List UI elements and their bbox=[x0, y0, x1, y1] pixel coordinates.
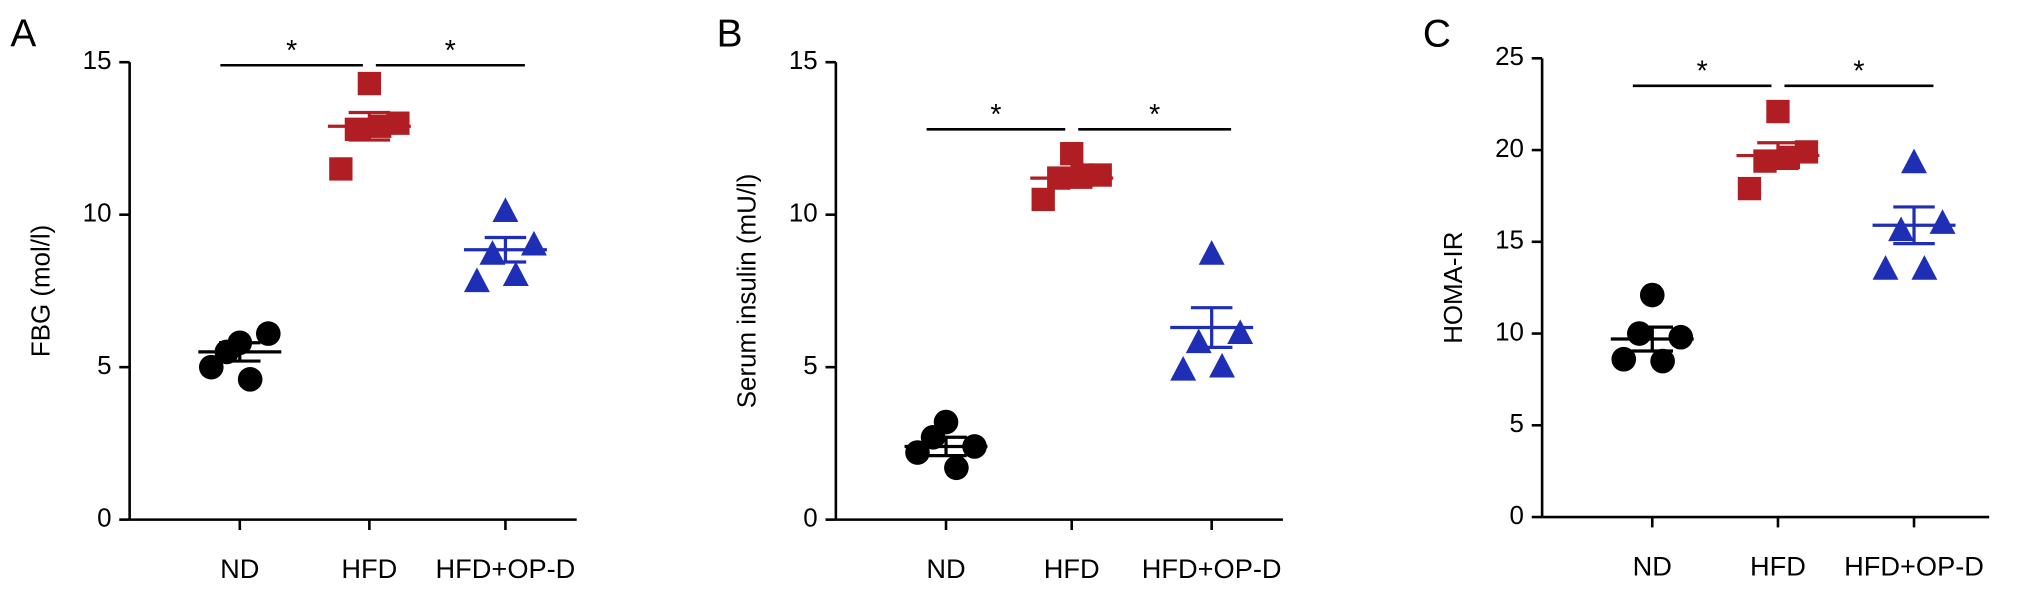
data-point bbox=[1209, 352, 1235, 378]
data-point bbox=[386, 111, 410, 135]
y-tick-label: 5 bbox=[803, 352, 817, 380]
data-point bbox=[1668, 324, 1694, 350]
data-point bbox=[502, 261, 529, 287]
data-point bbox=[1626, 321, 1652, 346]
y-axis-label: HOMA-IR bbox=[1440, 232, 1468, 344]
data-point bbox=[1737, 176, 1762, 201]
data-point bbox=[329, 157, 353, 181]
data-point bbox=[1031, 187, 1055, 212]
y-tick-label: 10 bbox=[1495, 318, 1524, 346]
data-point bbox=[1901, 148, 1927, 174]
data-point bbox=[344, 117, 369, 141]
data-point bbox=[1088, 163, 1112, 187]
x-tick-label: ND bbox=[220, 553, 259, 584]
data-point bbox=[1227, 319, 1254, 344]
data-point bbox=[1776, 145, 1800, 170]
y-tick-label: 25 bbox=[1495, 43, 1524, 71]
x-tick-label: HFD+OP-D bbox=[1844, 550, 1984, 581]
data-point bbox=[944, 455, 969, 481]
x-tick-label: HFD+OP-D bbox=[436, 553, 576, 584]
data-point bbox=[492, 197, 519, 222]
data-point bbox=[1888, 216, 1915, 242]
data-point bbox=[463, 267, 490, 293]
data-point bbox=[1639, 282, 1665, 308]
data-point bbox=[1060, 142, 1084, 166]
y-tick-label: 15 bbox=[1495, 227, 1524, 255]
data-point bbox=[1872, 255, 1899, 280]
panel-label: A bbox=[10, 13, 36, 56]
significance-star: * bbox=[990, 99, 1001, 131]
data-point bbox=[1766, 99, 1790, 124]
data-point bbox=[479, 240, 506, 265]
data-point bbox=[357, 71, 382, 96]
y-tick-label: 10 bbox=[789, 200, 818, 228]
y-tick-label: 15 bbox=[789, 47, 818, 75]
data-point bbox=[905, 440, 930, 465]
data-point bbox=[255, 321, 281, 346]
significance-star: * bbox=[445, 35, 456, 67]
data-point bbox=[1794, 140, 1819, 164]
y-tick-label: 0 bbox=[1510, 502, 1524, 530]
y-axis-label: FBG (mol/l) bbox=[27, 225, 55, 357]
y-tick-label: 15 bbox=[83, 47, 112, 75]
data-point bbox=[198, 354, 224, 380]
panel-label: B bbox=[717, 13, 743, 56]
y-tick-label: 0 bbox=[803, 504, 817, 532]
x-tick-label: ND bbox=[1633, 550, 1672, 581]
data-point bbox=[237, 367, 263, 392]
significance-star: * bbox=[1853, 56, 1864, 88]
significance-star: * bbox=[286, 35, 297, 67]
y-tick-label: 5 bbox=[97, 352, 111, 380]
y-axis-label: Serum insulin (mU/l) bbox=[734, 174, 762, 409]
panel-label: C bbox=[1423, 13, 1451, 56]
data-point bbox=[1650, 348, 1675, 374]
data-point bbox=[1185, 328, 1212, 354]
data-point bbox=[1170, 355, 1197, 381]
x-tick-label: ND bbox=[926, 553, 965, 584]
data-point bbox=[520, 230, 547, 256]
y-tick-label: 20 bbox=[1495, 135, 1524, 163]
y-tick-label: 0 bbox=[97, 504, 111, 532]
y-tick-label: 10 bbox=[83, 200, 112, 228]
data-point bbox=[1198, 240, 1225, 265]
significance-star: * bbox=[1149, 99, 1160, 131]
y-tick-label: 5 bbox=[1510, 410, 1524, 438]
data-point bbox=[1070, 163, 1094, 187]
significance-star: * bbox=[1697, 56, 1708, 88]
x-tick-label: HFD bbox=[1750, 550, 1806, 581]
data-point bbox=[1911, 255, 1938, 280]
x-tick-label: HFD+OP-D bbox=[1142, 553, 1282, 584]
data-point bbox=[1611, 346, 1637, 372]
x-tick-label: HFD bbox=[1044, 553, 1100, 584]
x-tick-label: HFD bbox=[341, 553, 397, 584]
data-point bbox=[1929, 209, 1956, 234]
